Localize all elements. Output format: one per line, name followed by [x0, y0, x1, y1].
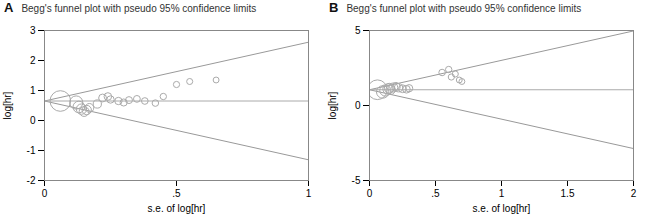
svg-text:1: 1	[30, 85, 36, 96]
svg-text:-1: -1	[27, 145, 36, 156]
svg-text:s.e. of log[hr]: s.e. of log[hr]	[148, 203, 206, 214]
svg-text:0: 0	[355, 100, 361, 111]
svg-text:.5: .5	[172, 188, 181, 199]
html-text:Begg's funnel plot with pseudo: Begg's funnel plot with pseudo 95% confi…	[346, 3, 582, 14]
svg-text:log[hr]: log[hr]	[327, 91, 338, 119]
svg-text:s.e. of log[hr]: s.e. of log[hr]	[473, 203, 531, 214]
svg-text:5: 5	[355, 25, 361, 36]
svg-text:0: 0	[30, 115, 36, 126]
svg-text:1.5: 1.5	[561, 188, 575, 199]
html-text:A: A	[4, 0, 14, 15]
svg-text:-2: -2	[27, 175, 36, 186]
svg-text:2: 2	[631, 188, 637, 199]
svg-text:2: 2	[30, 55, 36, 66]
svg-text:1: 1	[306, 188, 312, 199]
svg-text:-5: -5	[352, 175, 361, 186]
svg-text:.5: .5	[431, 188, 440, 199]
svg-text:0: 0	[367, 188, 373, 199]
html-text:B: B	[329, 0, 339, 15]
svg-text:0: 0	[42, 188, 48, 199]
svg-text:log[hr]: log[hr]	[2, 91, 13, 119]
svg-text:1: 1	[499, 188, 505, 199]
html-text:Begg's funnel plot with pseudo: Begg's funnel plot with pseudo 95% confi…	[21, 3, 257, 14]
svg-text:3: 3	[30, 25, 36, 36]
